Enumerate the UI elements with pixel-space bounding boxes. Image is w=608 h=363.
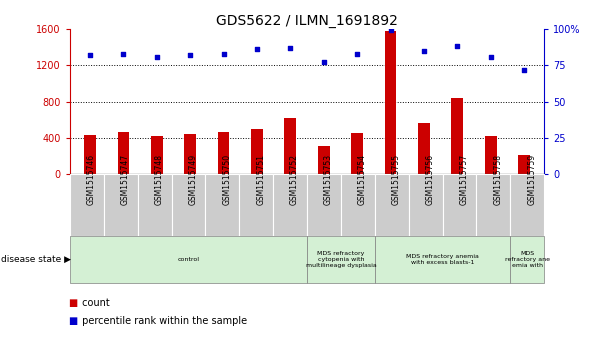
Bar (318, 146, 330, 174)
Text: GSM1515751: GSM1515751 (256, 154, 265, 205)
Text: GSM1515757: GSM1515757 (460, 154, 469, 205)
Text: GSM1515759: GSM1515759 (527, 154, 536, 205)
Bar (418, 122, 430, 174)
Point (319, 60, 328, 65)
Bar (84, 135, 96, 174)
Bar (251, 129, 263, 174)
Bar (117, 131, 129, 174)
Point (452, 44, 462, 49)
Bar (518, 155, 530, 174)
Bar (184, 134, 196, 174)
Text: MDS refractory
cytopenia with
multilineage dysplasia: MDS refractory cytopenia with multilinea… (306, 251, 376, 268)
Text: GSM1515747: GSM1515747 (121, 154, 130, 205)
Point (286, 45, 295, 51)
Point (252, 46, 262, 52)
Point (486, 54, 496, 60)
Title: GDS5622 / ILMN_1691892: GDS5622 / ILMN_1691892 (216, 14, 398, 28)
Point (519, 67, 529, 73)
Bar (285, 118, 296, 174)
Bar (452, 98, 463, 174)
Point (119, 51, 128, 57)
Point (152, 54, 162, 60)
Bar (385, 31, 396, 174)
Point (219, 51, 229, 57)
Bar (151, 136, 162, 174)
Text: GSM1515749: GSM1515749 (188, 154, 198, 205)
Text: control: control (178, 257, 199, 262)
Text: MDS refractory anemia
with excess blasts-1: MDS refractory anemia with excess blasts… (406, 254, 479, 265)
Text: ■: ■ (68, 316, 78, 326)
Bar (218, 132, 229, 174)
Text: count: count (79, 298, 110, 308)
Text: GSM1515753: GSM1515753 (324, 154, 333, 205)
Bar (485, 136, 497, 174)
Point (419, 48, 429, 54)
Text: percentile rank within the sample: percentile rank within the sample (79, 316, 247, 326)
Text: GSM1515755: GSM1515755 (392, 154, 401, 205)
Point (385, 28, 395, 33)
Text: MDS
refractory ane
emia with: MDS refractory ane emia with (505, 251, 550, 268)
Point (185, 52, 195, 58)
Text: GSM1515746: GSM1515746 (87, 154, 96, 205)
Bar (351, 133, 363, 174)
Point (85, 52, 95, 58)
Text: GSM1515748: GSM1515748 (154, 154, 164, 205)
Text: ■: ■ (68, 298, 78, 308)
Text: GSM1515752: GSM1515752 (290, 154, 299, 205)
Point (352, 51, 362, 57)
Text: disease state ▶: disease state ▶ (1, 255, 71, 264)
Text: GSM1515758: GSM1515758 (493, 154, 502, 205)
Text: GSM1515750: GSM1515750 (223, 154, 232, 205)
Text: GSM1515756: GSM1515756 (426, 154, 435, 205)
Text: GSM1515754: GSM1515754 (358, 154, 367, 205)
